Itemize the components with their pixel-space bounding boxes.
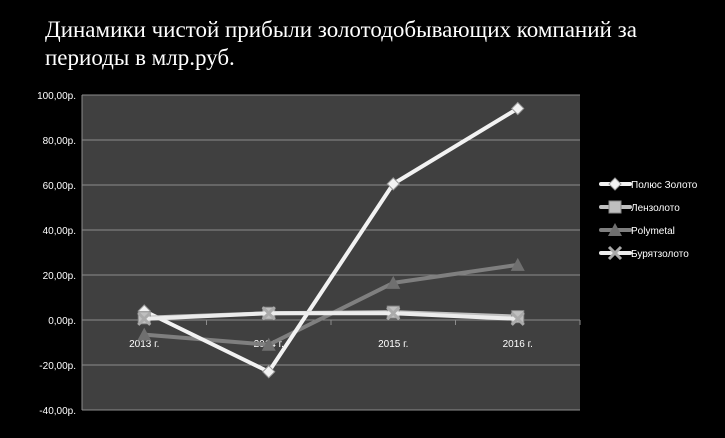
data-point	[262, 365, 276, 379]
y-tick-label: 40,00р.	[43, 226, 76, 237]
legend-marker	[608, 200, 622, 214]
data-point	[510, 257, 525, 271]
x-tick-label: 2013 г.	[129, 339, 159, 350]
legend-marker	[607, 245, 623, 261]
series-line	[143, 106, 519, 374]
plot-area	[82, 95, 580, 410]
data-point	[137, 327, 152, 341]
data-point	[261, 306, 276, 321]
legend-label: Polymetal	[631, 226, 675, 237]
x-tick-label: 2015 г.	[378, 339, 408, 350]
y-tick-label: -40,00р.	[39, 406, 76, 417]
y-tick-label: 0,00р.	[48, 316, 76, 327]
data-point	[261, 337, 276, 351]
legend-label: Лензолото	[631, 203, 680, 214]
data-point	[510, 311, 525, 326]
y-tick-label: 20,00р.	[43, 271, 76, 282]
x-tick-label: 2016 г.	[503, 339, 533, 350]
y-tick-label: 100,00р.	[37, 91, 76, 102]
data-point	[386, 275, 401, 289]
y-tick-label: 80,00р.	[43, 136, 76, 147]
data-point	[137, 311, 152, 326]
data-point	[386, 306, 401, 321]
data-point	[386, 177, 400, 191]
legend-marker	[608, 177, 622, 191]
legend-label: Полюс Золото	[631, 180, 698, 191]
y-tick-label: -20,00р.	[39, 361, 76, 372]
series-line	[144, 311, 518, 321]
legend-label: Бурятзолото	[631, 249, 689, 260]
chart-title: Динамики чистой прибыли золотодобывающих…	[45, 17, 637, 70]
y-tick-label: 60,00р.	[43, 181, 76, 192]
legend-marker	[608, 223, 622, 236]
data-point	[511, 101, 525, 116]
